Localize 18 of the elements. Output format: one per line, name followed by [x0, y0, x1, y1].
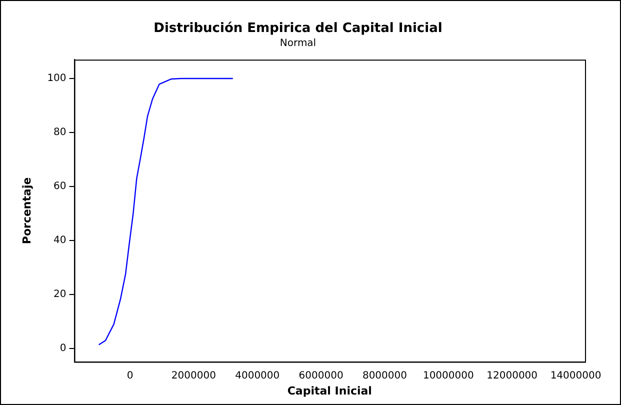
y-axis-title: Porcentaje: [20, 177, 34, 244]
y-tick-label: 0: [60, 342, 66, 354]
x-tick-label: 10000000: [422, 370, 474, 382]
y-tick-label: 40: [54, 234, 66, 246]
y-tick-label: 60: [54, 181, 66, 192]
x-tick-label: 8000000: [362, 370, 407, 382]
y-tick-label: 20: [54, 288, 66, 300]
x-tick-label: 2000000: [171, 370, 216, 382]
y-tick-label: 80: [54, 127, 66, 138]
x-tick-label: 4000000: [235, 370, 280, 382]
x-tick-label: 14000000: [550, 370, 602, 382]
x-axis-title: Capital Inicial: [287, 384, 372, 398]
y-tick-label: 100: [47, 73, 66, 84]
chart-title: Distribución Empirica del Capital Inicial: [154, 21, 442, 36]
chart-subtitle: Normal: [280, 38, 316, 50]
x-tick-label: 0: [126, 370, 134, 382]
x-tick-label: 12000000: [486, 370, 538, 382]
x-tick-label: 6000000: [298, 370, 344, 382]
